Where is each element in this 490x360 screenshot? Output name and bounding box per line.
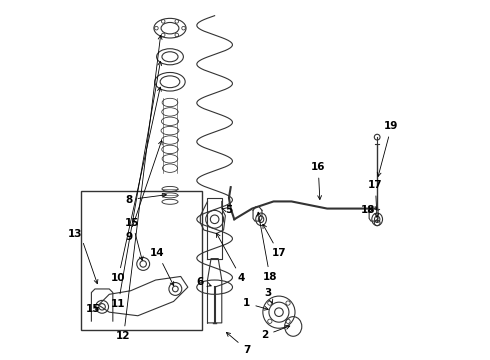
Text: 1: 1 bbox=[243, 298, 268, 310]
Text: 9: 9 bbox=[125, 141, 162, 242]
Text: 8: 8 bbox=[125, 193, 166, 204]
Text: 14: 14 bbox=[150, 248, 173, 285]
Text: 17: 17 bbox=[263, 224, 286, 258]
Text: 16: 16 bbox=[311, 162, 325, 199]
Text: 5: 5 bbox=[222, 205, 233, 215]
Text: 4: 4 bbox=[217, 233, 245, 283]
Text: 19: 19 bbox=[377, 121, 399, 176]
Text: 2: 2 bbox=[261, 325, 290, 341]
Text: 7: 7 bbox=[226, 332, 250, 355]
Text: 3: 3 bbox=[265, 288, 273, 303]
Text: 13: 13 bbox=[68, 229, 83, 239]
Text: 18: 18 bbox=[361, 205, 375, 215]
Text: 10: 10 bbox=[111, 87, 161, 283]
Text: 12: 12 bbox=[116, 35, 162, 342]
Text: 15: 15 bbox=[125, 218, 143, 260]
Text: 11: 11 bbox=[111, 62, 162, 309]
Text: 17: 17 bbox=[368, 180, 383, 217]
Text: 6: 6 bbox=[196, 277, 211, 287]
Text: 15: 15 bbox=[86, 303, 100, 314]
Text: 18: 18 bbox=[257, 212, 277, 282]
